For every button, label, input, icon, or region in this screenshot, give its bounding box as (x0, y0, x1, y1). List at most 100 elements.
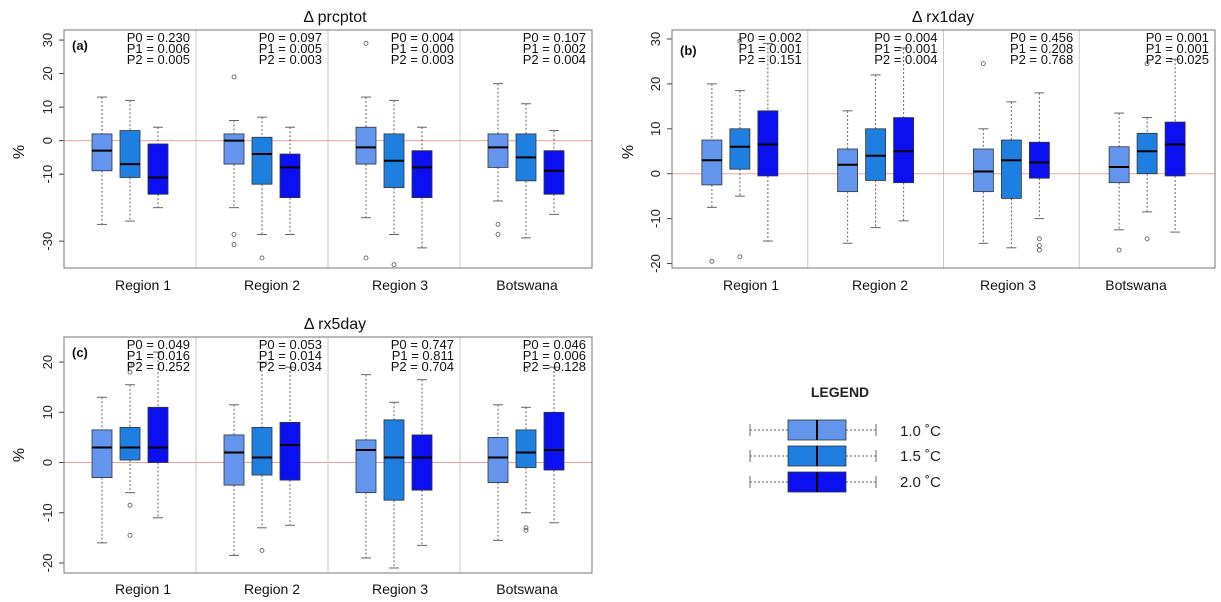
box-iqr (893, 117, 915, 184)
box-iqr (147, 406, 169, 463)
outlier-point (127, 369, 133, 375)
p-value-label: P0 = 0.049 (127, 337, 190, 352)
boxplot-1p5 (251, 116, 273, 261)
box-iqr (865, 128, 887, 181)
plot-frame (63, 29, 593, 269)
p-value-label: P1 = 0.006 (523, 348, 586, 363)
p-value-label: P0 = 0.107 (523, 30, 586, 45)
p-value-label: P2 = 0.005 (127, 52, 190, 67)
y-tick-label: -30 (40, 232, 55, 251)
y-axis-label: % (11, 145, 28, 159)
box-iqr (515, 429, 537, 468)
box-iqr (279, 421, 301, 481)
panel-title: Δ rx5day (304, 316, 366, 333)
p-value-label: P2 = 0.704 (391, 359, 454, 374)
box-iqr (251, 136, 273, 185)
y-tick-label: 0 (40, 137, 55, 144)
p-value-label: P2 = 0.768 (1010, 52, 1073, 67)
legend-label: 1.5 ˚C (900, 448, 941, 465)
p-value-label: P0 = 0.230 (127, 30, 190, 45)
boxplot-2p0 (543, 130, 565, 215)
boxplot-1p0 (91, 396, 113, 544)
boxplot-1p0 (355, 40, 377, 261)
plot-frame (63, 336, 593, 574)
p-value-label: P0 = 0.747 (391, 337, 454, 352)
boxplot-1p0 (355, 374, 377, 559)
p-value-label: P2 = 0.034 (259, 359, 322, 374)
outlier-point (1116, 247, 1122, 253)
outlier-point (231, 242, 237, 247)
p-value-label: P2 = 0.128 (523, 359, 586, 374)
p-value-label: P2 = 0.025 (1146, 52, 1209, 67)
box-iqr (757, 110, 779, 177)
outlier-point (523, 525, 529, 531)
boxplot-2p0 (1164, 58, 1186, 233)
outlier-point (495, 232, 501, 237)
p-value-label: P1 = 0.000 (391, 41, 454, 56)
p-value-label: P1 = 0.005 (259, 41, 322, 56)
p-value-label: P1 = 0.006 (127, 41, 190, 56)
p-value-label: P1 = 0.001 (739, 41, 802, 56)
outlier-point (1144, 236, 1150, 242)
p-value-label: P0 = 0.004 (874, 30, 937, 45)
boxplot-1p5 (865, 74, 887, 229)
category-label: Region 3 (372, 277, 428, 293)
box-iqr (411, 150, 433, 199)
box-iqr (279, 153, 301, 199)
outlier-point (737, 38, 743, 44)
category-label: Region 1 (115, 581, 171, 597)
boxplot-1p5 (383, 401, 405, 569)
outlier-point (231, 74, 237, 80)
outlier-point (231, 232, 237, 237)
box-iqr (1000, 139, 1022, 199)
y-tick-label: 20 (40, 355, 55, 369)
p-value-label: P2 = 0.003 (391, 52, 454, 67)
category-label: Region 1 (115, 277, 171, 293)
boxplot-2p0 (147, 351, 169, 519)
boxplot-1p0 (487, 404, 509, 541)
p-value-label: P2 = 0.252 (127, 359, 190, 374)
y-tick-label: 20 (648, 77, 663, 91)
y-tick-label: 0 (648, 170, 663, 177)
y-tick-label: 30 (648, 32, 663, 46)
box-iqr (487, 133, 509, 168)
legend-title: LEGEND (811, 384, 869, 400)
outlier-point (523, 367, 529, 373)
p-value-label: P1 = 0.208 (1010, 41, 1073, 56)
boxplot-2p0 (893, 47, 915, 222)
boxplot-1p0 (837, 110, 859, 244)
outlier-point (363, 255, 369, 261)
boxplot-1p0 (223, 74, 245, 247)
box-iqr (251, 426, 273, 476)
box-iqr (1108, 146, 1130, 184)
y-tick-label: 30 (40, 33, 55, 47)
p-value-label: P0 = 0.097 (259, 30, 322, 45)
box-iqr (91, 429, 113, 478)
p-value-label: P0 = 0.002 (739, 30, 802, 45)
box-iqr (1164, 121, 1186, 177)
box-iqr (223, 133, 245, 165)
y-tick-label: 10 (40, 405, 55, 419)
category-label: Botswana (1105, 277, 1167, 293)
category-label: Region 2 (852, 277, 908, 293)
p-value-label: P0 = 0.046 (523, 337, 586, 352)
plot-frame (671, 29, 1216, 269)
boxplot-1p0 (487, 83, 509, 237)
outlier-point (495, 221, 501, 227)
y-tick-label: 10 (40, 100, 55, 114)
boxplot-1p0 (972, 61, 994, 244)
boxplot-1p0 (1108, 112, 1130, 253)
boxplot-2p0 (279, 366, 301, 526)
p-value-label: P2 = 0.004 (523, 52, 586, 67)
box-iqr (837, 148, 859, 193)
y-tick-label: -20 (40, 554, 55, 573)
boxplot-1p0 (701, 83, 723, 264)
boxplot-2p0 (411, 126, 433, 249)
category-label: Region 1 (723, 277, 779, 293)
y-axis-label: % (11, 448, 28, 462)
p-value-label: P2 = 0.003 (259, 52, 322, 67)
p-value-label: P1 = 0.001 (1146, 41, 1209, 56)
legend: LEGEND 1.0 ˚C 1.5 ˚C 2.0 ˚C (749, 384, 941, 493)
boxplot-1p0 (223, 404, 245, 556)
outlier-point (709, 258, 715, 264)
